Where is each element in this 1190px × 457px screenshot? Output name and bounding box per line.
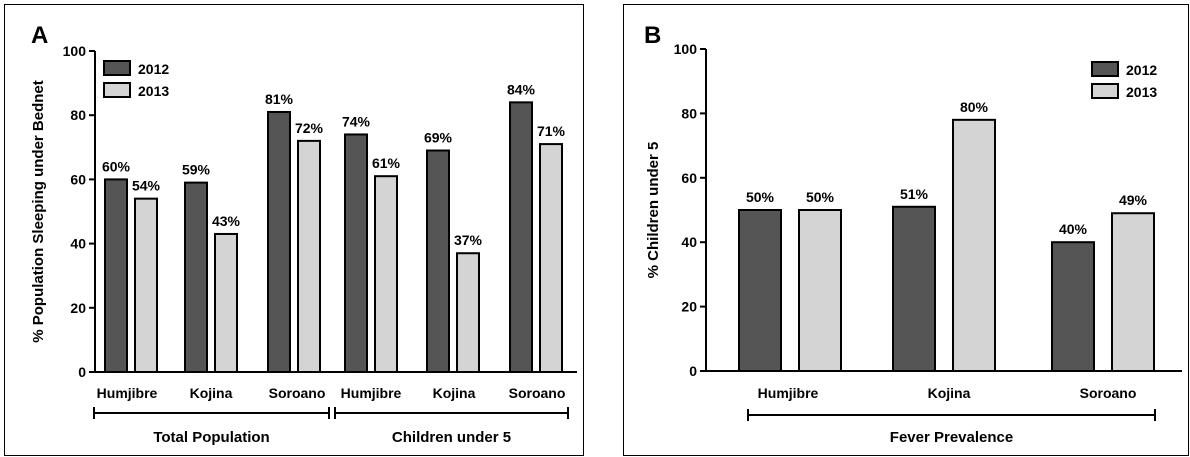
- bar-value-label: 40%: [1059, 221, 1088, 237]
- group-label: Total Population: [153, 429, 269, 446]
- legend-label-2012: 2012: [1126, 62, 1157, 78]
- bar-2012: [184, 181, 208, 373]
- y-tick-label-b: 0: [689, 363, 697, 379]
- bar-2012: [509, 101, 533, 374]
- legend-label-2013: 2013: [1126, 84, 1157, 100]
- y-tick-label-a: 100: [63, 43, 87, 59]
- panel-letter-a: A: [31, 22, 48, 49]
- bar-2013: [374, 175, 398, 373]
- bar-2012: [344, 133, 368, 373]
- bar-value-label: 60%: [102, 158, 131, 174]
- bar-value-label: 81%: [265, 91, 294, 107]
- legend-swatch-2012: [1091, 61, 1119, 77]
- x-tick-label: Soroano: [509, 385, 566, 401]
- bar-value-label: 50%: [806, 189, 835, 205]
- bar-2012: [426, 149, 450, 373]
- panel-letter-b: B: [644, 22, 661, 49]
- x-tick-label: Humjibre: [97, 385, 158, 401]
- bar-value-label: 74%: [342, 113, 371, 129]
- y-axis-label-a: % Population Sleeping under Bednet: [30, 80, 47, 343]
- group-label: Fever Prevalence: [890, 429, 1013, 446]
- y-tick-label-b: 40: [681, 234, 697, 250]
- y-tick-label-b: 80: [681, 105, 697, 121]
- y-tick-label-b: 60: [681, 170, 697, 186]
- bar-2013: [134, 197, 158, 373]
- y-tick-label-a: 20: [70, 300, 86, 316]
- x-tick-label: Soroano: [1080, 385, 1137, 401]
- bar-2012: [104, 178, 128, 373]
- bar-value-label: 61%: [372, 155, 401, 171]
- x-tick-label: Humjibre: [758, 385, 819, 401]
- bar-2013: [539, 143, 563, 373]
- bar-value-label: 59%: [182, 162, 211, 178]
- bar-value-label: 43%: [212, 213, 241, 229]
- bar-value-label: 50%: [746, 189, 775, 205]
- bar-value-label: 72%: [295, 120, 324, 136]
- bar-value-label: 49%: [1119, 192, 1148, 208]
- chart-b-svg: B % Children under 5 0 20 40 60 80 100 50% 50% Hum…: [644, 22, 1182, 446]
- legend-label-2012: 2012: [138, 61, 169, 77]
- y-tick-label-b: 20: [681, 299, 697, 315]
- y-tick-label-a: 80: [70, 107, 86, 123]
- bar-value-label: 80%: [960, 99, 989, 115]
- chart-a-svg: A % Population Sleeping under Bednet 0 20 40…: [30, 22, 577, 446]
- x-tick-label: Kojina: [433, 385, 476, 401]
- bar-value-label: 69%: [424, 130, 453, 146]
- bar-value-label: 54%: [132, 178, 161, 194]
- group-label: Children under 5: [392, 429, 511, 446]
- legend-label-2013: 2013: [138, 83, 169, 99]
- y-tick-label-b: 100: [674, 41, 698, 57]
- y-tick-label-a: 60: [70, 171, 86, 187]
- bar-2013: [1111, 212, 1155, 372]
- x-tick-label: Kojina: [928, 385, 971, 401]
- x-tick-label: Soroano: [269, 385, 326, 401]
- panel-a: A % Population Sleeping under Bednet 0 20 40…: [4, 4, 584, 456]
- y-tick-label-a: 0: [78, 364, 86, 380]
- bar-2012: [892, 205, 936, 372]
- legend-swatch-2013: [1091, 83, 1119, 99]
- bar-2013: [297, 139, 321, 373]
- bar-2012: [738, 209, 782, 372]
- x-tick-label: Kojina: [190, 385, 233, 401]
- bar-2012: [267, 110, 291, 374]
- panel-b: B % Children under 5 0 20 40 60 80 100 50% 50% Hum…: [623, 4, 1189, 456]
- bar-2012: [1051, 241, 1095, 372]
- bar-2013: [456, 252, 480, 373]
- x-tick-label: Humjibre: [341, 385, 402, 401]
- bar-2013: [214, 232, 238, 373]
- bar-value-label: 51%: [900, 186, 929, 202]
- bar-value-label: 37%: [454, 232, 483, 248]
- y-tick-label-a: 40: [70, 236, 86, 252]
- legend-swatch-2012: [103, 60, 131, 76]
- bar-value-label: 84%: [507, 81, 536, 97]
- y-axis-label-b: % Children under 5: [645, 142, 662, 279]
- bar-value-label: 71%: [537, 123, 566, 139]
- bar-2013: [798, 209, 842, 372]
- legend-swatch-2013: [103, 82, 131, 98]
- bar-2013: [952, 118, 996, 372]
